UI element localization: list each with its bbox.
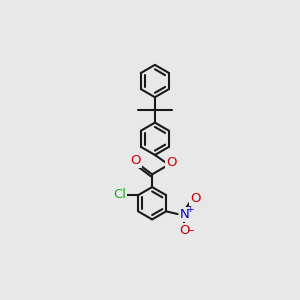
Text: −: − [187,226,195,236]
Text: O: O [131,154,141,167]
Text: O: O [179,224,190,237]
Text: O: O [166,156,176,169]
Text: N: N [180,208,190,220]
Text: O: O [190,192,200,206]
Text: Cl: Cl [113,188,126,201]
Text: +: + [186,205,194,214]
